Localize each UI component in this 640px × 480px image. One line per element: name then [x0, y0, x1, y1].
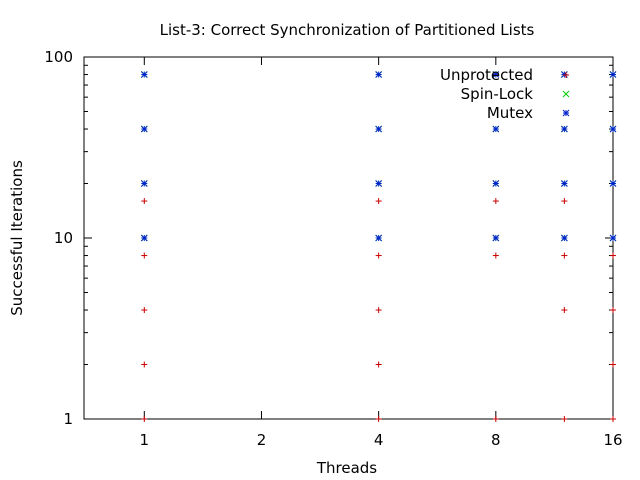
data-point [375, 198, 382, 205]
data-point [141, 307, 148, 314]
x-tick-label: 16 [603, 431, 622, 449]
chart-title: List-3: Correct Synchronization of Parti… [160, 21, 535, 39]
data-point [561, 252, 568, 259]
data-point [492, 234, 500, 242]
data-point [610, 416, 616, 422]
legend-marker [562, 90, 570, 98]
data-point [492, 198, 499, 205]
x-tick-label: 1 [140, 431, 150, 449]
legend-marker [562, 109, 570, 117]
series-mutex [140, 71, 617, 242]
legend-marker [563, 72, 569, 78]
data-point [492, 252, 499, 259]
x-tick-label: 4 [374, 431, 384, 449]
y-tick-label: 10 [54, 229, 73, 247]
data-point [140, 71, 148, 78]
data-point [140, 125, 148, 133]
data-point [609, 125, 617, 133]
data-point [375, 125, 383, 133]
legend-label: Mutex [487, 104, 533, 122]
data-point [561, 234, 568, 242]
data-point [561, 125, 568, 133]
data-point [141, 416, 148, 422]
data-point [561, 416, 568, 422]
data-point [561, 198, 568, 205]
legend-label: Unprotected [440, 66, 533, 84]
y-axis-label: Successful Iterations [8, 160, 26, 316]
data-point [561, 307, 568, 314]
y-tick-label: 100 [44, 48, 73, 66]
data-point [492, 180, 500, 187]
x-tick-label: 2 [257, 431, 267, 449]
axes: 1 2 4 8 16 1 10 100 [44, 48, 622, 449]
plot-frame [83, 56, 614, 420]
series-spin-lock [140, 71, 617, 242]
data-point [609, 234, 617, 242]
data-point [375, 307, 382, 314]
data-point [141, 198, 148, 205]
y-tick-label: 1 [63, 410, 73, 428]
data-point [561, 180, 568, 187]
x-tick-label: 8 [491, 431, 501, 449]
data-points [140, 71, 617, 422]
data-point [492, 125, 500, 133]
data-point [610, 252, 616, 259]
data-point [610, 307, 616, 314]
data-point [141, 252, 148, 259]
x-axis-label: Threads [316, 459, 377, 477]
data-point [140, 234, 148, 242]
data-point [375, 361, 382, 368]
data-point [375, 234, 383, 242]
data-point [492, 416, 499, 422]
legend-label: Spin-Lock [461, 85, 534, 103]
series-unprotected [141, 198, 616, 422]
data-point [375, 252, 382, 259]
data-point [492, 71, 500, 78]
data-point [375, 71, 383, 78]
data-point [141, 361, 148, 368]
data-point [375, 416, 382, 422]
data-point [609, 180, 617, 187]
data-point [140, 180, 148, 187]
data-point [610, 361, 616, 368]
data-point [375, 180, 383, 187]
data-point [609, 71, 617, 78]
